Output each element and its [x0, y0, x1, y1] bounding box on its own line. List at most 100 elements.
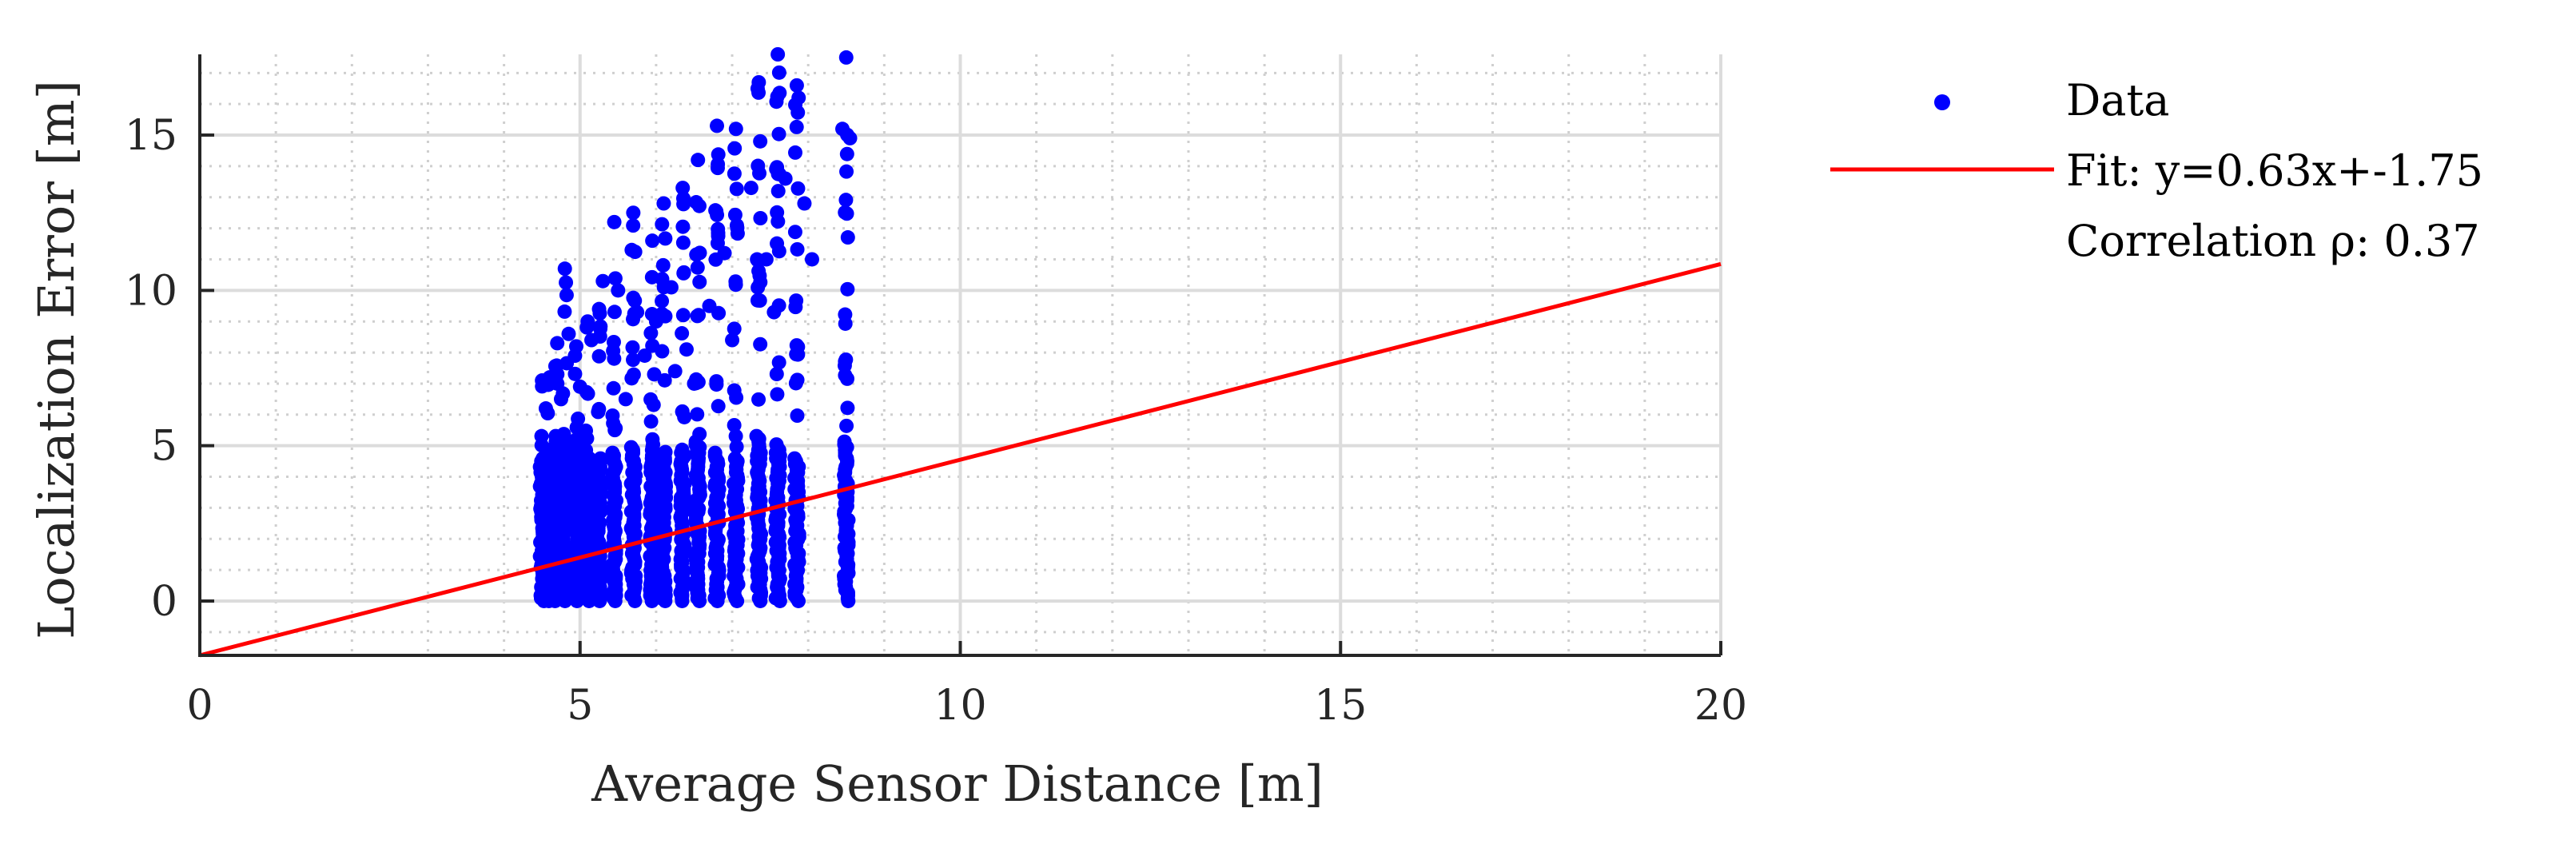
- data-point: [567, 366, 583, 381]
- data-point: [727, 451, 743, 466]
- data-point: [729, 440, 744, 455]
- y-tick-label: 15: [125, 112, 177, 160]
- data-point: [643, 325, 659, 340]
- data-point: [675, 442, 690, 457]
- data-point: [743, 181, 758, 196]
- legend-correlation-label: Correlation ρ: 0.37: [2066, 216, 2480, 266]
- data-point: [753, 210, 768, 225]
- y-tick-label: 10: [125, 267, 177, 315]
- data-point: [838, 307, 853, 322]
- data-point: [655, 272, 670, 287]
- data-point: [687, 376, 702, 391]
- data-point: [655, 257, 671, 273]
- data-point: [797, 196, 812, 211]
- data-point: [728, 277, 743, 293]
- data-point: [753, 133, 768, 149]
- data-point: [655, 293, 670, 309]
- data-point: [788, 376, 803, 391]
- data-point: [839, 146, 854, 161]
- data-point: [655, 344, 670, 359]
- data-point: [626, 218, 641, 233]
- data-point: [676, 265, 691, 280]
- data-point: [711, 399, 726, 414]
- x-tick-label: 10: [934, 682, 986, 730]
- y-tick-label: 5: [151, 423, 177, 471]
- data-point: [730, 221, 745, 236]
- data-point: [838, 368, 853, 383]
- data-point: [675, 181, 691, 196]
- data-point: [710, 118, 725, 133]
- data-point: [606, 380, 621, 396]
- data-point: [624, 371, 639, 386]
- data-point: [838, 352, 854, 367]
- data-point: [547, 359, 563, 374]
- fit-line-layer: [199, 261, 1722, 658]
- data-point: [770, 184, 786, 199]
- data-point: [637, 348, 652, 363]
- data-point: [645, 233, 660, 249]
- minor-grid: [200, 54, 1721, 655]
- data-point: [647, 367, 662, 382]
- data-point: [727, 417, 742, 432]
- data-point: [572, 379, 587, 394]
- data-point: [709, 374, 724, 389]
- data-point: [788, 145, 803, 160]
- axes: [198, 54, 1722, 657]
- tick-labels: 0 5 10 15 20 0 5 10 15: [125, 112, 1747, 730]
- data-point: [771, 126, 786, 141]
- data-point: [758, 252, 774, 267]
- data-point: [625, 340, 640, 355]
- data-point: [675, 308, 691, 323]
- data-point: [752, 293, 767, 309]
- data-point: [788, 98, 803, 113]
- data-point: [751, 392, 766, 407]
- data-point: [692, 274, 707, 289]
- data-points: [532, 47, 858, 608]
- data-point: [770, 205, 785, 220]
- data-point: [790, 408, 805, 424]
- data-point: [837, 434, 852, 449]
- data-point: [727, 321, 742, 336]
- data-point: [623, 440, 639, 455]
- data-point: [804, 252, 819, 267]
- data-point: [770, 387, 785, 402]
- y-tick-label: 0: [151, 578, 177, 626]
- data-point: [790, 241, 805, 257]
- data-point: [559, 288, 574, 303]
- x-tick-label: 0: [186, 682, 213, 730]
- data-point: [787, 225, 802, 240]
- data-point: [789, 78, 804, 93]
- data-point: [663, 280, 679, 295]
- data-point: [752, 165, 767, 181]
- fit-line: [199, 261, 1722, 658]
- data-point: [627, 293, 643, 309]
- data-point: [606, 344, 621, 359]
- data-point: [607, 214, 622, 229]
- data-point: [679, 342, 694, 357]
- data-point: [727, 207, 743, 222]
- data-point: [751, 74, 766, 90]
- data-point: [707, 445, 723, 460]
- data-point: [645, 432, 660, 447]
- data-point: [605, 445, 620, 460]
- data-point: [691, 198, 707, 213]
- data-point: [771, 355, 786, 370]
- data-point: [840, 230, 855, 245]
- data-point: [611, 283, 626, 298]
- data-point: [534, 428, 549, 444]
- data-point: [727, 141, 743, 156]
- data-point: [626, 352, 641, 368]
- data-point: [593, 451, 608, 466]
- data-point: [692, 427, 707, 442]
- data-point: [839, 206, 854, 221]
- data-point: [691, 153, 706, 168]
- data-point: [689, 247, 704, 262]
- data-point: [580, 314, 595, 329]
- data-point: [710, 161, 725, 176]
- data-point: [675, 404, 690, 419]
- data-point: [550, 336, 565, 351]
- data-point: [595, 273, 611, 289]
- data-point: [728, 428, 743, 444]
- legend-data-label: Data: [2066, 75, 2169, 125]
- data-point: [658, 231, 673, 246]
